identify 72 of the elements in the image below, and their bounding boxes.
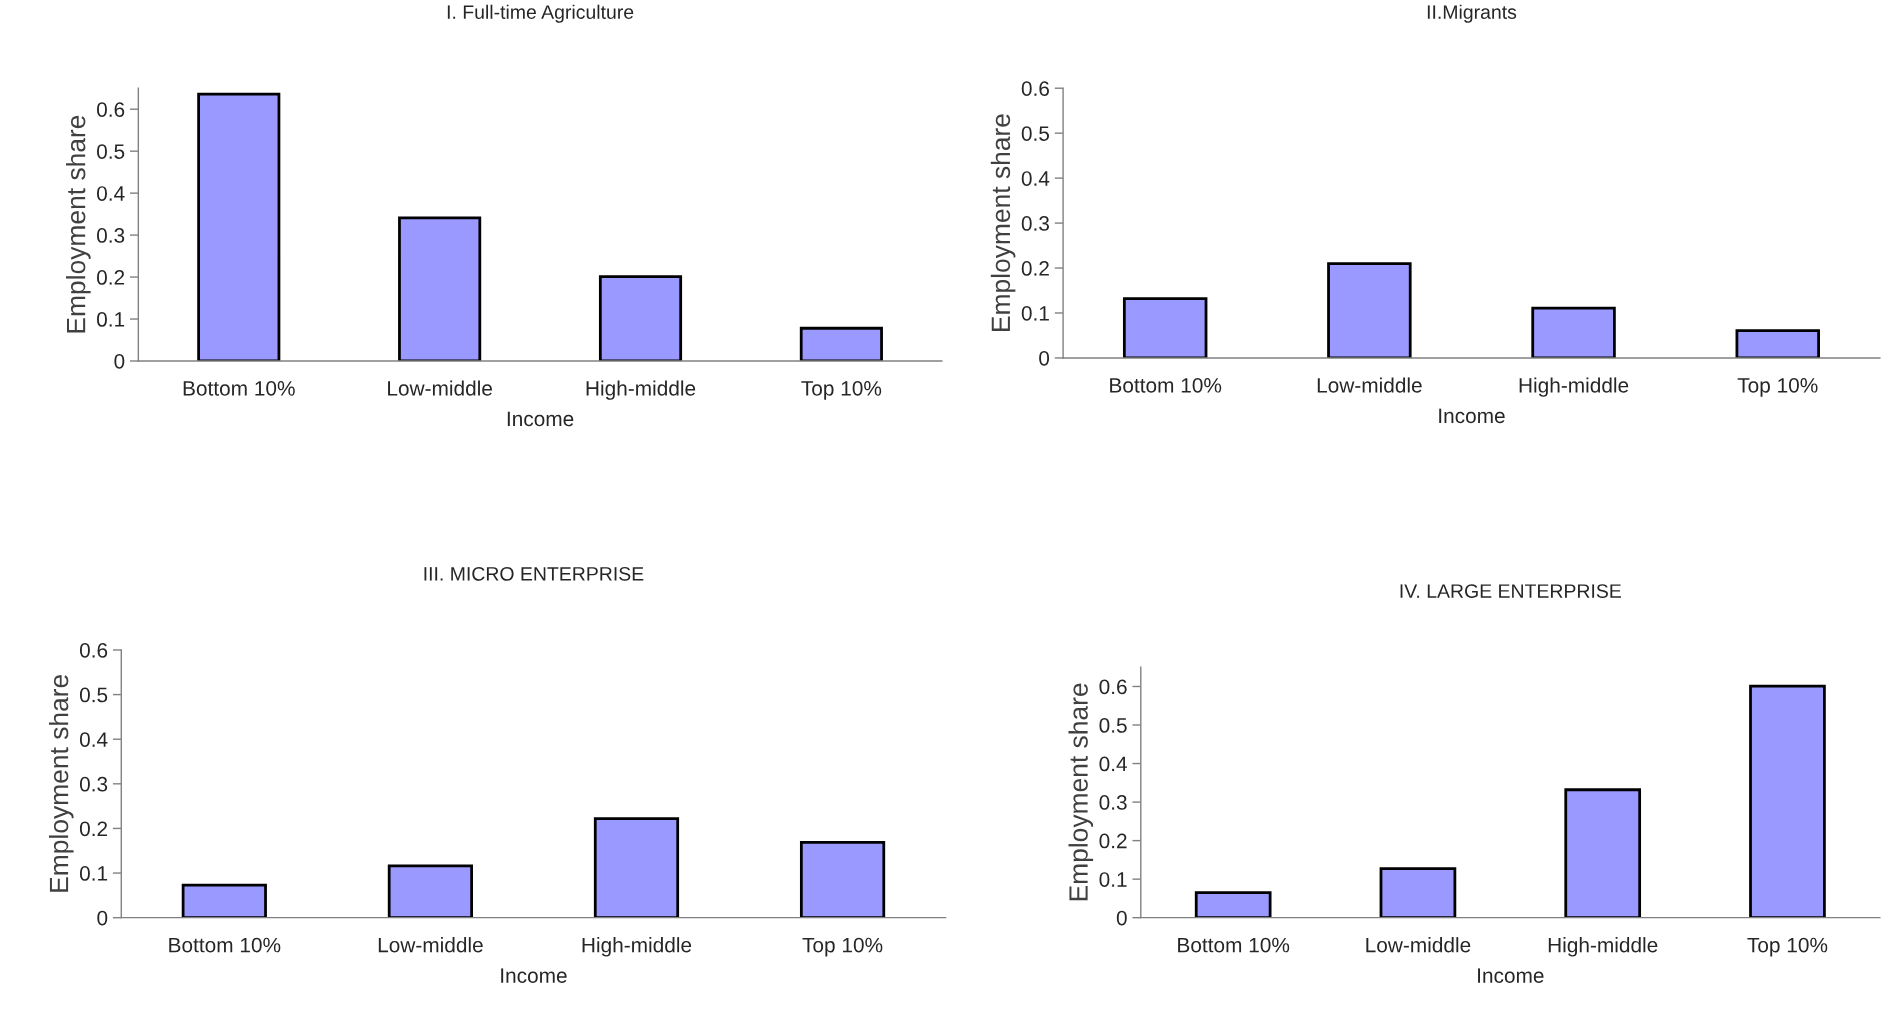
y-tick-label: 0.5	[1021, 126, 1050, 141]
y-tick-label: 0.2	[1021, 261, 1049, 276]
x-tick-label: Bottom 10%	[169, 937, 281, 953]
y-axis-title: Employment share	[990, 114, 1016, 331]
bar	[398, 216, 482, 361]
x-tick-label: Low-middle	[378, 937, 483, 953]
y-tick-label: 0	[114, 353, 125, 369]
y-axis-title: Employment share	[1068, 683, 1094, 901]
bar	[387, 864, 474, 918]
y-tick-label: 0.1	[1021, 305, 1049, 321]
bar	[1735, 329, 1820, 358]
x-tick-label: Top 10%	[1737, 377, 1818, 397]
x-tick-label: Bottom 10%	[1110, 377, 1222, 393]
bar	[799, 326, 883, 361]
y-tick-label: 0	[1039, 350, 1050, 366]
x-tick-label: High-middle	[1548, 937, 1658, 957]
y-tick-label: 0	[1116, 910, 1127, 926]
y-tick-label: 0.6	[1021, 81, 1049, 96]
y-tick-label: 0.4	[79, 732, 108, 747]
y-tick-label: 0.4	[97, 186, 125, 201]
x-tick-label: Low-middle	[1317, 377, 1422, 393]
y-axis-title: Employment share	[48, 674, 74, 892]
y-tick-label: 0.4	[1021, 171, 1050, 186]
x-axis-title: Income	[1478, 968, 1544, 983]
chart-title: II.Migrants	[1427, 4, 1517, 23]
bar	[1531, 306, 1616, 358]
bar	[598, 275, 683, 361]
bar	[1379, 867, 1457, 918]
x-tick-label: High-middle	[1519, 377, 1629, 397]
x-tick-label: Low-middle	[1366, 937, 1471, 953]
x-tick-label: Top 10%	[802, 937, 883, 957]
chart-title: I. Full-time Agriculture	[447, 4, 634, 23]
x-tick-label: Top 10%	[1747, 937, 1828, 957]
y-tick-label: 0.3	[97, 228, 125, 243]
bar	[593, 817, 680, 918]
chart-title: III. MICRO ENTERPRISE	[424, 566, 644, 581]
y-tick-label: 0.5	[79, 687, 108, 703]
bar	[197, 92, 281, 361]
x-tick-label: Bottom 10%	[183, 380, 295, 396]
y-tick-label: 0.5	[1099, 718, 1127, 733]
bar	[1122, 297, 1208, 358]
y-axis-title: Employment share	[66, 115, 91, 333]
chart-title: IV. LARGE ENTERPRISE	[1400, 584, 1621, 598]
y-tick-label: 0.3	[1099, 795, 1127, 810]
y-tick-label: 0.6	[97, 102, 125, 117]
y-tick-label: 0.1	[97, 312, 125, 327]
bar	[1749, 684, 1826, 918]
y-tick-label: 0.2	[97, 270, 125, 285]
y-tick-label: 0.2	[1099, 833, 1127, 849]
x-tick-label: Top 10%	[801, 380, 882, 400]
x-axis-title: Income	[507, 411, 574, 427]
y-tick-label: 0.1	[79, 866, 108, 881]
y-tick-label: 0.6	[1099, 679, 1127, 695]
bar	[1564, 788, 1642, 918]
bar	[799, 840, 886, 918]
x-tick-label: Low-middle	[388, 380, 492, 396]
x-axis-title: Income	[1439, 408, 1505, 424]
y-tick-label: 0.2	[79, 821, 108, 837]
y-tick-label: 0.3	[79, 776, 108, 792]
bar	[181, 883, 267, 918]
x-axis-title: Income	[501, 968, 567, 983]
x-tick-label: High-middle	[586, 380, 696, 400]
y-tick-label: 0.6	[79, 642, 108, 658]
bar	[1327, 262, 1412, 358]
y-tick-label: 0	[97, 910, 108, 926]
bar	[1194, 891, 1272, 918]
y-tick-label: 0.1	[1099, 872, 1127, 887]
y-tick-label: 0.4	[1099, 756, 1127, 772]
x-tick-label: High-middle	[582, 937, 692, 957]
y-tick-label: 0.5	[97, 144, 125, 159]
y-tick-label: 0.3	[1021, 216, 1049, 231]
x-tick-label: Bottom 10%	[1178, 937, 1290, 953]
